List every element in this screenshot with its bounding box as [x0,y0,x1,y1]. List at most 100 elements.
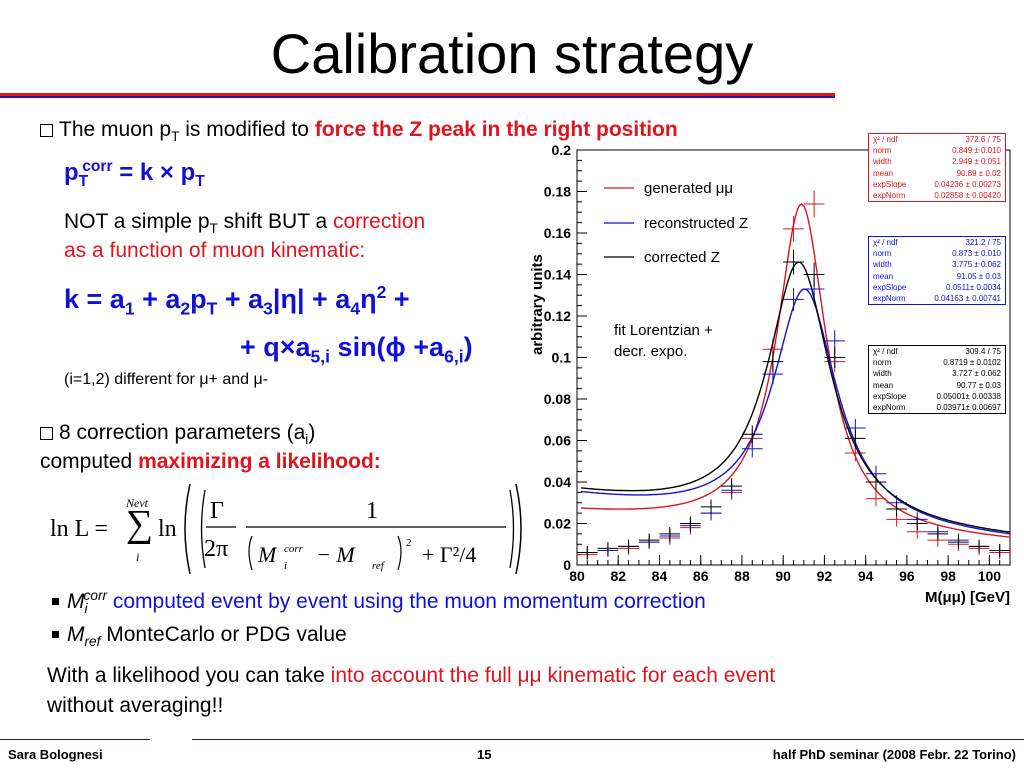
svg-text:2: 2 [406,537,412,549]
footer-rule-left [0,739,150,740]
fit-stat-key: width [873,369,892,379]
equation-pt-corr: pTcorr = k × pT [64,158,205,190]
y-tick-label: 0.16 [544,225,571,241]
fit-stat-row: mean 91.05 ± 0.03 [869,271,1005,282]
fit-stat-key: norm [873,358,892,368]
y-tick-label: 0 [563,557,571,573]
fit-stat-row: width 2.949 ± 0.051 [869,156,1005,167]
fit-annotation-line2: decr. expo. [614,343,687,360]
fit-stat-key: expSlope [873,282,907,292]
title-rule-red [0,93,835,96]
fit-stat-row: norm 0.8719 ± 0.0102 [869,357,1005,368]
fit-stat-value: 0.04163 ± 0.00741 [934,294,1001,304]
fit-annotation-line1: fit Lorentzian + [614,322,713,339]
fit-stat-value: 309.4 / 75 [965,347,1001,356]
fit-stat-key: norm [873,146,892,156]
y-tick-label: 0.12 [544,308,571,324]
fit-stat-row: width 3.775 ± 0.062 [869,259,1005,270]
svg-text:i: i [136,550,139,564]
svg-text:ln: ln [158,516,177,542]
fit-stat-key: expNorm [873,191,906,201]
fit-stat-row: norm 0.849 ± 0.010 [869,145,1005,156]
likelihood-formula: ln L = Nevt ∑ i ln Γ 2π 1 M corr i − M r… [50,483,522,575]
fit-stat-key: norm [873,249,892,259]
checkbox-bullet-icon [40,427,53,440]
fit-stat-value: 90.89 ± 0.02 [956,168,1001,178]
computed-maximizing-text: computed maximizing a likelihood: [40,450,381,473]
checkbox-bullet-icon [40,124,53,137]
footer-event: half PhD seminar (2008 Febr. 22 Torino) [772,747,1016,762]
fit-stat-box: χ² / ndf 309.4 / 75 norm 0.8719 ± 0.0102 wid… [868,345,1006,415]
fit-stat-value: 0.0511± 0.0034 [946,282,1001,292]
bullet-m-ref: Mref MonteCarlo or PDG value [52,622,347,649]
x-tick-label: 82 [610,568,626,584]
fit-stat-value: 372.6 / 75 [965,135,1001,144]
footer-page-number: 15 [477,747,492,762]
fit-stat-key: mean [873,271,894,281]
legend-label-generated: generated μμ [644,180,733,197]
legend-label-reconstructed: reconstructed Z [644,215,748,232]
fit-stat-row: χ² / ndf 321.2 / 75 [869,237,1005,248]
footer-author: Sara Bolognesi [8,747,103,762]
y-tick-label: 0.2 [552,142,572,158]
square-bullet-icon [52,598,59,605]
fit-stat-row: norm 0.873 ± 0.010 [869,248,1005,259]
x-tick-label: 92 [817,568,833,584]
x-axis-label: M(μμ) [GeV] [925,589,1010,606]
likelihood-summary-line1: With a likelihood you can take into acco… [47,664,776,687]
fit-stat-key: expSlope [873,391,907,401]
fit-stat-value: 0.05001± 0.00338 [936,391,1001,401]
fit-stat-value: 0.04236 ± 0.00273 [934,179,1001,189]
fit-stat-key: χ² / ndf [873,347,898,356]
x-tick-label: 100 [978,568,1002,584]
square-bullet-icon [52,631,59,638]
fit-stat-box: χ² / ndf 321.2 / 75 norm 0.873 ± 0.010 width… [868,236,1006,306]
fit-stat-value: 91.05 ± 0.03 [956,271,1001,281]
x-tick-label: 96 [899,568,915,584]
y-tick-label: 0.04 [544,474,571,490]
fit-stat-row: χ² / ndf 372.6 / 75 [869,134,1005,145]
fit-stat-row: expNorm 0.02858 ± 0.00420 [869,190,1005,201]
fit-stat-key: expSlope [873,179,907,189]
slide-title: Calibration strategy [270,22,754,85]
fit-stat-value: 0.02858 ± 0.00420 [934,191,1001,201]
svg-text:i: i [284,560,287,572]
svg-text:ln L =: ln L = [50,516,108,542]
mu-charge-note: (i=1,2) different for μ+ and μ- [64,371,269,388]
bullet-m-corr: Micorr computed event by event using the… [52,589,706,616]
fit-stat-value: 3.727 ± 0.062 [952,369,1001,379]
fit-stat-box: χ² / ndf 372.6 / 75 norm 0.849 ± 0.010 width… [868,133,1006,203]
fit-stat-key: width [873,260,892,270]
fit-stat-key: expNorm [873,403,906,413]
svg-text:1: 1 [366,498,378,524]
fit-stat-row: width 3.727 ± 0.062 [869,368,1005,379]
fit-stat-row: expSlope 0.04236 ± 0.00273 [869,179,1005,190]
legend-label-corrected: corrected Z [644,249,720,266]
fit-stat-value: 3.775 ± 0.062 [952,260,1001,270]
svg-text:M: M [257,542,278,567]
fit-stat-value: 0.849 ± 0.010 [952,146,1001,156]
fit-stat-row: expNorm 0.04163 ± 0.00741 [869,293,1005,304]
x-tick-label: 86 [693,568,709,584]
svg-text:corr: corr [284,543,304,555]
y-tick-label: 0.14 [544,267,571,283]
x-tick-label: 90 [775,568,791,584]
svg-text:+ Γ²/4: + Γ²/4 [422,542,476,567]
y-tick-label: 0.18 [544,184,571,200]
fit-stat-value: 0.03971± 0.00697 [936,403,1001,413]
svg-text:∑: ∑ [126,503,153,545]
x-tick-label: 84 [652,568,668,584]
mass-distribution-chart: arbitrary units M(μμ) [GeV] 0 0.02 0.04 0.0… [529,142,1011,606]
fit-curve-reconstructed [581,288,1011,535]
svg-text:2π: 2π [204,536,228,562]
bullet-correction-params: 8 correction parameters (ai) [40,420,315,447]
fit-stat-row: expSlope 0.0511± 0.0034 [869,282,1005,293]
y-tick-label: 0.1 [552,350,572,366]
equation-k-line2: + q×a5,i sin(ϕ +a6,i) [240,332,473,367]
fit-stat-value: 0.873 ± 0.010 [952,249,1001,259]
fit-stat-key: χ² / ndf [873,135,898,144]
x-tick-label: 88 [734,568,750,584]
fit-stat-row: expNorm 0.03971± 0.00697 [869,402,1005,413]
svg-text:− M: − M [316,542,356,567]
fit-stat-row: mean 90.89 ± 0.02 [869,168,1005,179]
